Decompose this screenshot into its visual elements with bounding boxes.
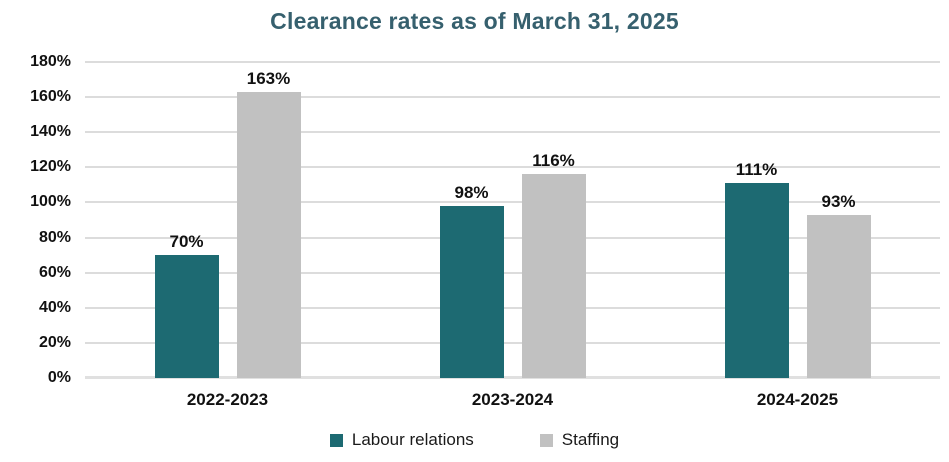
bars-layer: 70% 163% 98% 116% 111% 93% [85,62,940,378]
bar-labour-relations-2024-2025 [724,183,789,378]
barcol-staffing-2022-2023: 163% [236,62,301,378]
bar-group-2022-2023: 70% 163% [85,62,370,378]
bar-staffing-2023-2024 [521,174,586,378]
gridline-100 [85,201,940,204]
y-tick-label-20: 20% [38,333,71,351]
data-label: 116% [532,151,575,171]
data-label: 98% [454,182,489,202]
y-tick-label-100: 100% [30,193,71,211]
bar-staffing-2022-2023 [236,91,301,378]
gridline-180 [85,61,940,63]
legend-label: Staffing [561,430,620,449]
gridline-120 [85,166,940,169]
bar-labour-relations-2023-2024 [439,205,504,378]
y-tick-label-120: 120% [30,158,71,176]
gridline-0 [85,376,940,379]
legend-item-labour-relations: Labour relations [329,430,474,450]
bar-staffing-2024-2025 [806,214,871,378]
gridline-20 [85,341,940,344]
plot-area: 0% 20% 40% 60% 80% 100% 120% 140% 160% 180% 70% 16… [30,53,940,386]
y-tick-label-40: 40% [38,298,71,316]
x-axis-category-labels: 2022-2023 2023-2024 2024-2025 [85,390,940,410]
barcol-staffing-2023-2024: 116% [521,62,586,378]
barcol-labour-relations-2022-2023: 70% [154,62,219,378]
data-label: 163% [246,68,291,88]
y-tick-label-0: 0% [47,369,71,386]
y-tick-label-60: 60% [38,263,71,281]
gridline-140 [85,131,940,134]
gridline-80 [85,236,940,239]
chart-title: Clearance rates as of March 31, 2025 [270,8,679,34]
barcol-staffing-2024-2025: 93% [806,62,871,378]
x-category-label-2023-2024: 2023-2024 [471,390,554,409]
barcol-labour-relations-2023-2024: 98% [439,62,504,378]
gridline-160 [85,96,940,99]
x-category-label-2024-2025: 2024-2025 [756,390,839,409]
gridline-40 [85,306,940,309]
bar-group-2024-2025: 111% 93% [655,62,940,378]
legend: Labour relations Staffing [0,430,949,450]
gridline-60 [85,271,940,274]
legend-swatch-icon [539,433,553,447]
data-label: 93% [821,191,856,211]
barcol-labour-relations-2024-2025: 111% [724,62,789,378]
x-category-label-2022-2023: 2022-2023 [186,390,269,409]
data-label: 70% [169,232,204,252]
data-label: 111% [735,160,778,180]
legend-swatch-icon [329,433,343,447]
bar-labour-relations-2022-2023 [154,255,219,378]
y-tick-label-80: 80% [38,228,71,246]
y-tick-label-180: 180% [30,53,71,70]
y-tick-label-160: 160% [30,88,71,106]
bar-group-2023-2024: 98% 116% [370,62,655,378]
legend-item-staffing: Staffing [539,430,620,450]
y-tick-label-140: 140% [30,123,71,141]
legend-label: Labour relations [351,430,474,449]
